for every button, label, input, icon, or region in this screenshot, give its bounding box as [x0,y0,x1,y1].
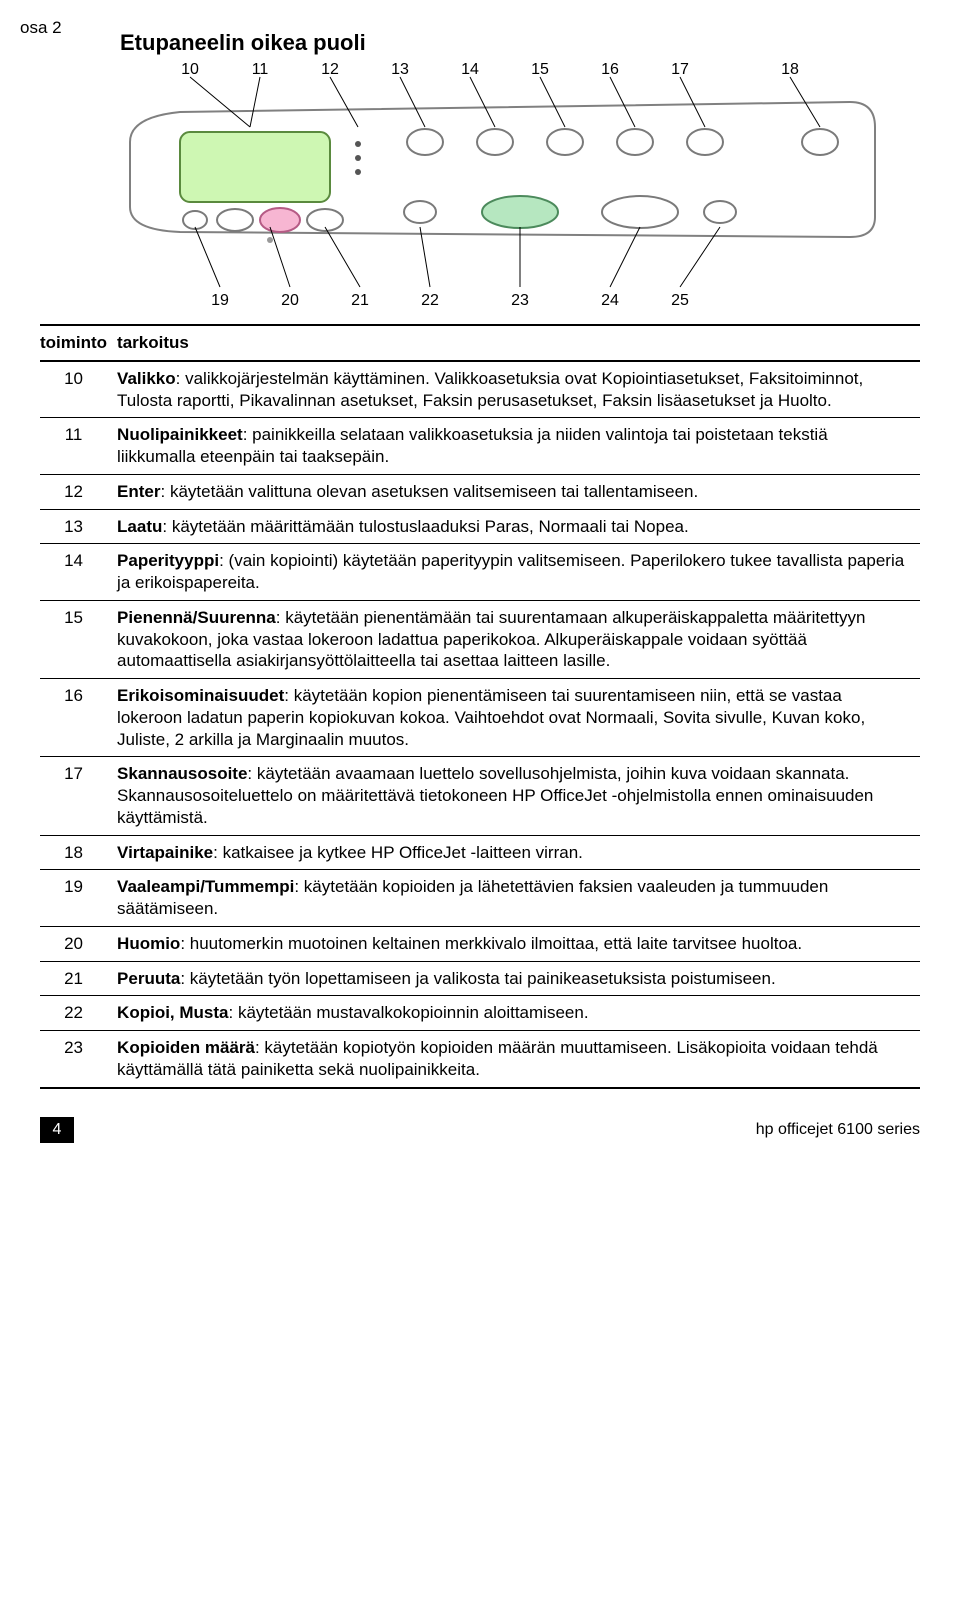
row-term: Peruuta [117,969,180,988]
row-term: Laatu [117,517,162,536]
feature-table: toiminto tarkoitus 10Valikko: valikkojär… [40,324,920,1089]
row-description: Laatu: käytetään määrittämään tulostusla… [117,509,920,544]
row-term: Kopioiden määrä [117,1038,255,1057]
row-number: 20 [40,926,117,961]
row-term: Valikko [117,369,176,388]
section-title: Etupaneelin oikea puoli [120,30,920,56]
table-row: 14Paperityyppi: (vain kopiointi) käytetä… [40,544,920,601]
row-number: 15 [40,600,117,678]
svg-text:15: 15 [531,62,549,78]
row-term: Erikoisominaisuudet [117,686,284,705]
svg-text:12: 12 [321,62,339,78]
svg-text:10: 10 [181,62,199,78]
row-description: Huomio: huutomerkin muotoinen keltainen … [117,926,920,961]
row-description: Enter: käytetään valittuna olevan asetuk… [117,474,920,509]
table-row: 12Enter: käytetään valittuna olevan aset… [40,474,920,509]
svg-text:11: 11 [252,62,269,78]
svg-text:17: 17 [671,62,689,78]
svg-text:20: 20 [281,292,299,309]
svg-text:22: 22 [421,292,439,309]
row-term: Vaaleampi/Tummempi [117,877,294,896]
row-description: Paperityyppi: (vain kopiointi) käytetään… [117,544,920,601]
svg-text:18: 18 [781,62,799,78]
corner-label: osa 2 [20,18,62,38]
svg-text:13: 13 [391,62,409,78]
svg-text:21: 21 [351,292,369,309]
row-number: 18 [40,835,117,870]
row-description: Erikoisominaisuudet: käytetään kopion pi… [117,679,920,757]
table-row: 11Nuolipainikkeet: painikkeilla selataan… [40,418,920,475]
row-term: Pienennä/Suurenna [117,608,276,627]
table-row: 16Erikoisominaisuudet: käytetään kopion … [40,679,920,757]
row-number: 11 [40,418,117,475]
table-row: 17Skannausosoite: käytetään avaamaan lue… [40,757,920,835]
th-tarkoitus: tarkoitus [117,325,920,361]
row-term: Skannausosoite [117,764,247,783]
row-term: Virtapainike [117,843,213,862]
th-toiminto: toiminto [40,325,117,361]
panel-svg: 10 11 12 13 14 15 16 17 18 19 20 21 22 23 24 25 [120,62,880,312]
svg-text:19: 19 [211,292,229,309]
row-number: 16 [40,679,117,757]
table-row: 15Pienennä/Suurenna: käytetään pienentäm… [40,600,920,678]
svg-text:24: 24 [601,292,619,309]
table-row: 23Kopioiden määrä: käytetään kopiotyön k… [40,1031,920,1088]
table-row: 13Laatu: käytetään määrittämään tulostus… [40,509,920,544]
row-number: 21 [40,961,117,996]
row-description: Virtapainike: katkaisee ja kytkee HP Off… [117,835,920,870]
svg-text:25: 25 [671,292,689,309]
row-term: Enter [117,482,160,501]
table-row: 19Vaaleampi/Tummempi: käytetään kopioide… [40,870,920,927]
row-term: Nuolipainikkeet [117,425,243,444]
row-description: Nuolipainikkeet: painikkeilla selataan v… [117,418,920,475]
svg-text:23: 23 [511,292,529,309]
svg-text:16: 16 [601,62,619,78]
footer-product-name: hp officejet 6100 series [756,1121,920,1139]
row-description: Pienennä/Suurenna: käytetään pienentämää… [117,600,920,678]
row-number: 23 [40,1031,117,1088]
row-description: Skannausosoite: käytetään avaamaan luett… [117,757,920,835]
row-number: 19 [40,870,117,927]
row-term: Kopioi, Musta [117,1003,228,1022]
row-description: Kopioi, Musta: käytetään mustavalkokopio… [117,996,920,1031]
row-description: Kopioiden määrä: käytetään kopiotyön kop… [117,1031,920,1088]
row-description: Peruuta: käytetään työn lopettamiseen ja… [117,961,920,996]
table-row: 18Virtapainike: katkaisee ja kytkee HP O… [40,835,920,870]
row-number: 13 [40,509,117,544]
table-row: 10Valikko: valikkojärjestelmän käyttämin… [40,361,920,418]
page-footer: 4 hp officejet 6100 series [40,1117,920,1143]
table-row: 22Kopioi, Musta: käytetään mustavalkokop… [40,996,920,1031]
row-number: 17 [40,757,117,835]
row-term: Paperityyppi [117,551,219,570]
row-number: 14 [40,544,117,601]
svg-text:14: 14 [461,62,479,78]
table-row: 20Huomio: huutomerkin muotoinen keltaine… [40,926,920,961]
row-number: 12 [40,474,117,509]
row-number: 10 [40,361,117,418]
page-number: 4 [40,1117,74,1143]
printer-panel-diagram: 10 11 12 13 14 15 16 17 18 19 20 21 22 23 24 25 [120,62,880,312]
row-description: Vaaleampi/Tummempi: käytetään kopioiden … [117,870,920,927]
row-number: 22 [40,996,117,1031]
table-row: 21Peruuta: käytetään työn lopettamiseen … [40,961,920,996]
row-description: Valikko: valikkojärjestelmän käyttäminen… [117,361,920,418]
row-term: Huomio [117,934,180,953]
